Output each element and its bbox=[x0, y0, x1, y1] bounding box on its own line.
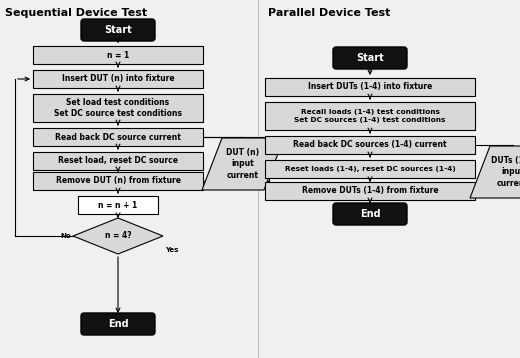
FancyBboxPatch shape bbox=[33, 94, 203, 122]
Text: Parallel Device Test: Parallel Device Test bbox=[268, 8, 391, 18]
Text: Reset loads (1-4), reset DC sources (1-4): Reset loads (1-4), reset DC sources (1-4… bbox=[284, 166, 456, 172]
FancyBboxPatch shape bbox=[265, 136, 475, 154]
Polygon shape bbox=[470, 146, 520, 198]
Text: Start: Start bbox=[356, 53, 384, 63]
Text: Recall loads (1-4) test conditions
Set DC sources (1-4) test conditions: Recall loads (1-4) test conditions Set D… bbox=[294, 109, 446, 123]
Text: Sequential Device Test: Sequential Device Test bbox=[5, 8, 147, 18]
FancyBboxPatch shape bbox=[333, 203, 407, 225]
Text: n = 4?: n = 4? bbox=[105, 232, 132, 241]
FancyBboxPatch shape bbox=[33, 152, 203, 170]
FancyBboxPatch shape bbox=[33, 128, 203, 146]
Text: Start: Start bbox=[104, 25, 132, 35]
Polygon shape bbox=[202, 138, 284, 190]
FancyBboxPatch shape bbox=[265, 102, 475, 130]
Text: n = n + 1: n = n + 1 bbox=[98, 200, 138, 209]
Text: Set load test conditions
Set DC source test conditions: Set load test conditions Set DC source t… bbox=[54, 98, 182, 118]
Polygon shape bbox=[73, 218, 163, 254]
Text: Yes: Yes bbox=[165, 247, 178, 253]
FancyBboxPatch shape bbox=[33, 172, 203, 190]
FancyBboxPatch shape bbox=[265, 182, 475, 200]
Text: Remove DUT (n) from fixture: Remove DUT (n) from fixture bbox=[56, 176, 180, 185]
FancyBboxPatch shape bbox=[33, 70, 203, 88]
FancyBboxPatch shape bbox=[33, 46, 203, 64]
FancyBboxPatch shape bbox=[81, 19, 155, 41]
Text: n = 1: n = 1 bbox=[107, 50, 129, 59]
Text: Reset load, reset DC source: Reset load, reset DC source bbox=[58, 156, 178, 165]
Text: No: No bbox=[60, 233, 71, 239]
FancyBboxPatch shape bbox=[265, 78, 475, 96]
Text: End: End bbox=[108, 319, 128, 329]
FancyBboxPatch shape bbox=[81, 313, 155, 335]
Text: DUT (n)
input
current: DUT (n) input current bbox=[226, 149, 259, 180]
Text: Insert DUTs (1-4) into fixture: Insert DUTs (1-4) into fixture bbox=[308, 82, 432, 92]
FancyBboxPatch shape bbox=[333, 47, 407, 69]
Text: End: End bbox=[360, 209, 380, 219]
Text: DUTs (1-4)
input
current: DUTs (1-4) input current bbox=[491, 156, 520, 188]
Text: Remove DUTs (1-4) from fixture: Remove DUTs (1-4) from fixture bbox=[302, 187, 438, 195]
Text: Insert DUT (n) into fixture: Insert DUT (n) into fixture bbox=[62, 74, 174, 83]
FancyBboxPatch shape bbox=[78, 196, 158, 214]
FancyBboxPatch shape bbox=[265, 160, 475, 178]
Text: Read back DC sources (1-4) current: Read back DC sources (1-4) current bbox=[293, 140, 447, 150]
Text: Read back DC source current: Read back DC source current bbox=[55, 132, 181, 141]
